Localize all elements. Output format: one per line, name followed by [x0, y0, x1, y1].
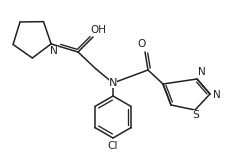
Text: O: O	[138, 39, 146, 49]
Text: OH: OH	[90, 25, 106, 35]
Text: N: N	[109, 78, 117, 88]
Text: Cl: Cl	[108, 141, 118, 151]
Text: S: S	[193, 110, 199, 120]
Text: N: N	[213, 90, 221, 100]
Text: N: N	[198, 67, 206, 77]
Text: N: N	[50, 46, 58, 56]
